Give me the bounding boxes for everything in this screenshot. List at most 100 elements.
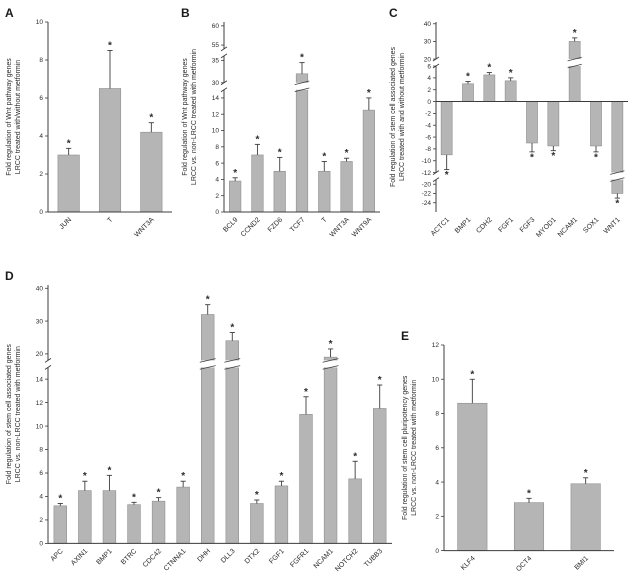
svg-text:*: * xyxy=(255,490,259,501)
svg-text:0: 0 xyxy=(39,209,43,216)
svg-text:*: * xyxy=(107,465,111,476)
svg-text:2: 2 xyxy=(39,171,43,178)
svg-text:4: 4 xyxy=(215,177,219,184)
svg-text:8: 8 xyxy=(435,411,439,418)
svg-text:-6: -6 xyxy=(425,134,431,141)
svg-text:WNT3A: WNT3A xyxy=(329,216,352,239)
svg-text:6: 6 xyxy=(215,160,219,167)
svg-text:30: 30 xyxy=(212,80,220,87)
svg-text:APC: APC xyxy=(50,548,65,563)
svg-text:BTRC: BTRC xyxy=(120,548,138,566)
svg-text:*: * xyxy=(255,134,259,145)
svg-text:Fold regulation of stem cell a: Fold regulation of stem cell associated … xyxy=(390,46,397,187)
svg-text:WNT1: WNT1 xyxy=(603,216,622,235)
panel-letter-a: A xyxy=(5,6,14,20)
svg-text:*: * xyxy=(322,151,326,162)
wnt-pathway-bar-chart-b: 0 2 4 6 8 10 12 14 30 35 55 60 * * * * * * * BCL9 CCND2 FZD6 T… xyxy=(182,22,381,239)
svg-text:*: * xyxy=(83,471,87,482)
svg-text:6: 6 xyxy=(39,470,43,477)
svg-text:4: 4 xyxy=(39,133,43,140)
svg-text:FGFR1: FGFR1 xyxy=(289,548,310,569)
svg-text:SOX1: SOX1 xyxy=(582,216,600,234)
svg-text:LRCC vs. non-LRCC treated with: LRCC vs. non-LRCC treated with metformin xyxy=(191,49,198,185)
svg-text:*: * xyxy=(445,170,449,181)
svg-text:*: * xyxy=(58,494,62,505)
svg-text:*: * xyxy=(509,68,513,79)
svg-text:BCL9: BCL9 xyxy=(222,216,239,233)
svg-text:10: 10 xyxy=(432,376,440,383)
svg-text:6: 6 xyxy=(435,445,439,452)
svg-text:MYOD1: MYOD1 xyxy=(535,216,558,239)
svg-text:*: * xyxy=(573,28,577,39)
svg-text:AXIN1: AXIN1 xyxy=(70,548,89,567)
panel-c: C -24 -22 -20 -12 -10 -8 -6 -4 -2 0 2 4 6 20 30 40 * * * * *… xyxy=(386,6,634,251)
svg-text:*: * xyxy=(278,147,282,158)
svg-text:*: * xyxy=(67,138,71,149)
svg-text:NCAM1: NCAM1 xyxy=(313,548,335,570)
svg-text:LRCC vs. non-LRCC treated wit: LRCC vs. non-LRCC treated with metformin xyxy=(411,380,418,516)
svg-text:30: 30 xyxy=(36,318,44,325)
svg-text:*: * xyxy=(345,148,349,159)
svg-text:2: 2 xyxy=(435,514,439,521)
svg-text:0: 0 xyxy=(39,541,43,548)
svg-text:CDH2: CDH2 xyxy=(475,216,494,235)
figure-row-bottom: D 0 2 4 6 8 10 12 14 20 30 40 * * * * * * * * * * * * * * APC AXIN… xyxy=(0,251,644,585)
svg-text:20: 20 xyxy=(424,56,432,63)
svg-text:Fold regulation of stem cell a: Fold regulation of stem cell associated … xyxy=(6,344,13,485)
svg-text:OCT4: OCT4 xyxy=(515,555,533,573)
panel-d: D 0 2 4 6 8 10 12 14 20 30 40 * * * * * * * * * * * * * * APC AXIN… xyxy=(2,269,398,585)
svg-text:*: * xyxy=(470,369,474,380)
svg-text:-8: -8 xyxy=(425,146,431,153)
svg-text:0: 0 xyxy=(427,99,431,106)
svg-text:*: * xyxy=(378,375,382,386)
svg-text:55: 55 xyxy=(212,42,220,49)
svg-text:*: * xyxy=(353,451,357,462)
svg-text:8: 8 xyxy=(39,57,43,64)
svg-text:8: 8 xyxy=(39,447,43,454)
svg-text:CTNNA1: CTNNA1 xyxy=(163,548,188,573)
svg-text:*: * xyxy=(300,53,304,64)
svg-text:12: 12 xyxy=(212,111,220,118)
svg-text:LRCC treated with/without metf: LRCC treated with/without metformin xyxy=(15,60,22,174)
svg-text:*: * xyxy=(304,387,308,398)
svg-text:JUN: JUN xyxy=(58,216,73,231)
svg-text:*: * xyxy=(279,471,283,482)
svg-text:*: * xyxy=(329,339,333,350)
svg-text:NOTCH2: NOTCH2 xyxy=(334,548,359,573)
svg-text:BMP1: BMP1 xyxy=(454,216,473,235)
svg-text:BMP1: BMP1 xyxy=(95,548,114,567)
svg-text:LRCC vs. non-LRCC treated with: LRCC vs. non-LRCC treated with metformin xyxy=(15,346,22,482)
svg-text:6: 6 xyxy=(39,95,43,102)
panel-letter-d: D xyxy=(5,269,14,283)
svg-text:-22: -22 xyxy=(422,191,432,198)
pluripotency-genes-bar-chart-e: 0 2 4 6 8 10 12 * * * KLF4 OCT4 BMI1 Fold regulation … xyxy=(402,342,614,573)
svg-text:30: 30 xyxy=(424,39,432,46)
svg-text:*: * xyxy=(157,488,161,499)
svg-text:FGF3: FGF3 xyxy=(519,216,537,234)
svg-text:-24: -24 xyxy=(422,200,432,207)
svg-text:*: * xyxy=(233,168,237,179)
svg-text:6: 6 xyxy=(427,63,431,70)
svg-text:WNT3A: WNT3A xyxy=(133,216,156,239)
panel-letter-b: B xyxy=(181,6,190,20)
wnt-pathway-bar-chart-a: 0 2 4 6 8 10 * * * JUN T WNT3A Fold regulation of Wn… xyxy=(6,19,172,239)
svg-text:WNT9A: WNT9A xyxy=(351,216,374,239)
svg-text:FGF1: FGF1 xyxy=(497,216,515,234)
panel-letter-e: E xyxy=(401,329,410,343)
svg-text:-10: -10 xyxy=(422,158,432,165)
svg-text:*: * xyxy=(149,113,153,124)
svg-text:4: 4 xyxy=(39,494,43,501)
panel-e: E 0 2 4 6 8 10 12 * * * KLF4 OCT4 BMI1 Fold regulatio… xyxy=(398,329,620,585)
svg-text:DTX2: DTX2 xyxy=(244,548,262,566)
svg-text:*: * xyxy=(615,199,619,210)
svg-text:60: 60 xyxy=(212,23,220,30)
svg-text:-4: -4 xyxy=(425,122,431,129)
svg-text:*: * xyxy=(530,152,534,163)
svg-text:*: * xyxy=(527,488,531,499)
svg-text:4: 4 xyxy=(427,75,431,82)
svg-text:T: T xyxy=(321,216,329,224)
svg-text:FZD6: FZD6 xyxy=(267,216,284,233)
svg-text:TCF7: TCF7 xyxy=(289,216,306,233)
svg-text:TUBB3: TUBB3 xyxy=(363,548,384,569)
